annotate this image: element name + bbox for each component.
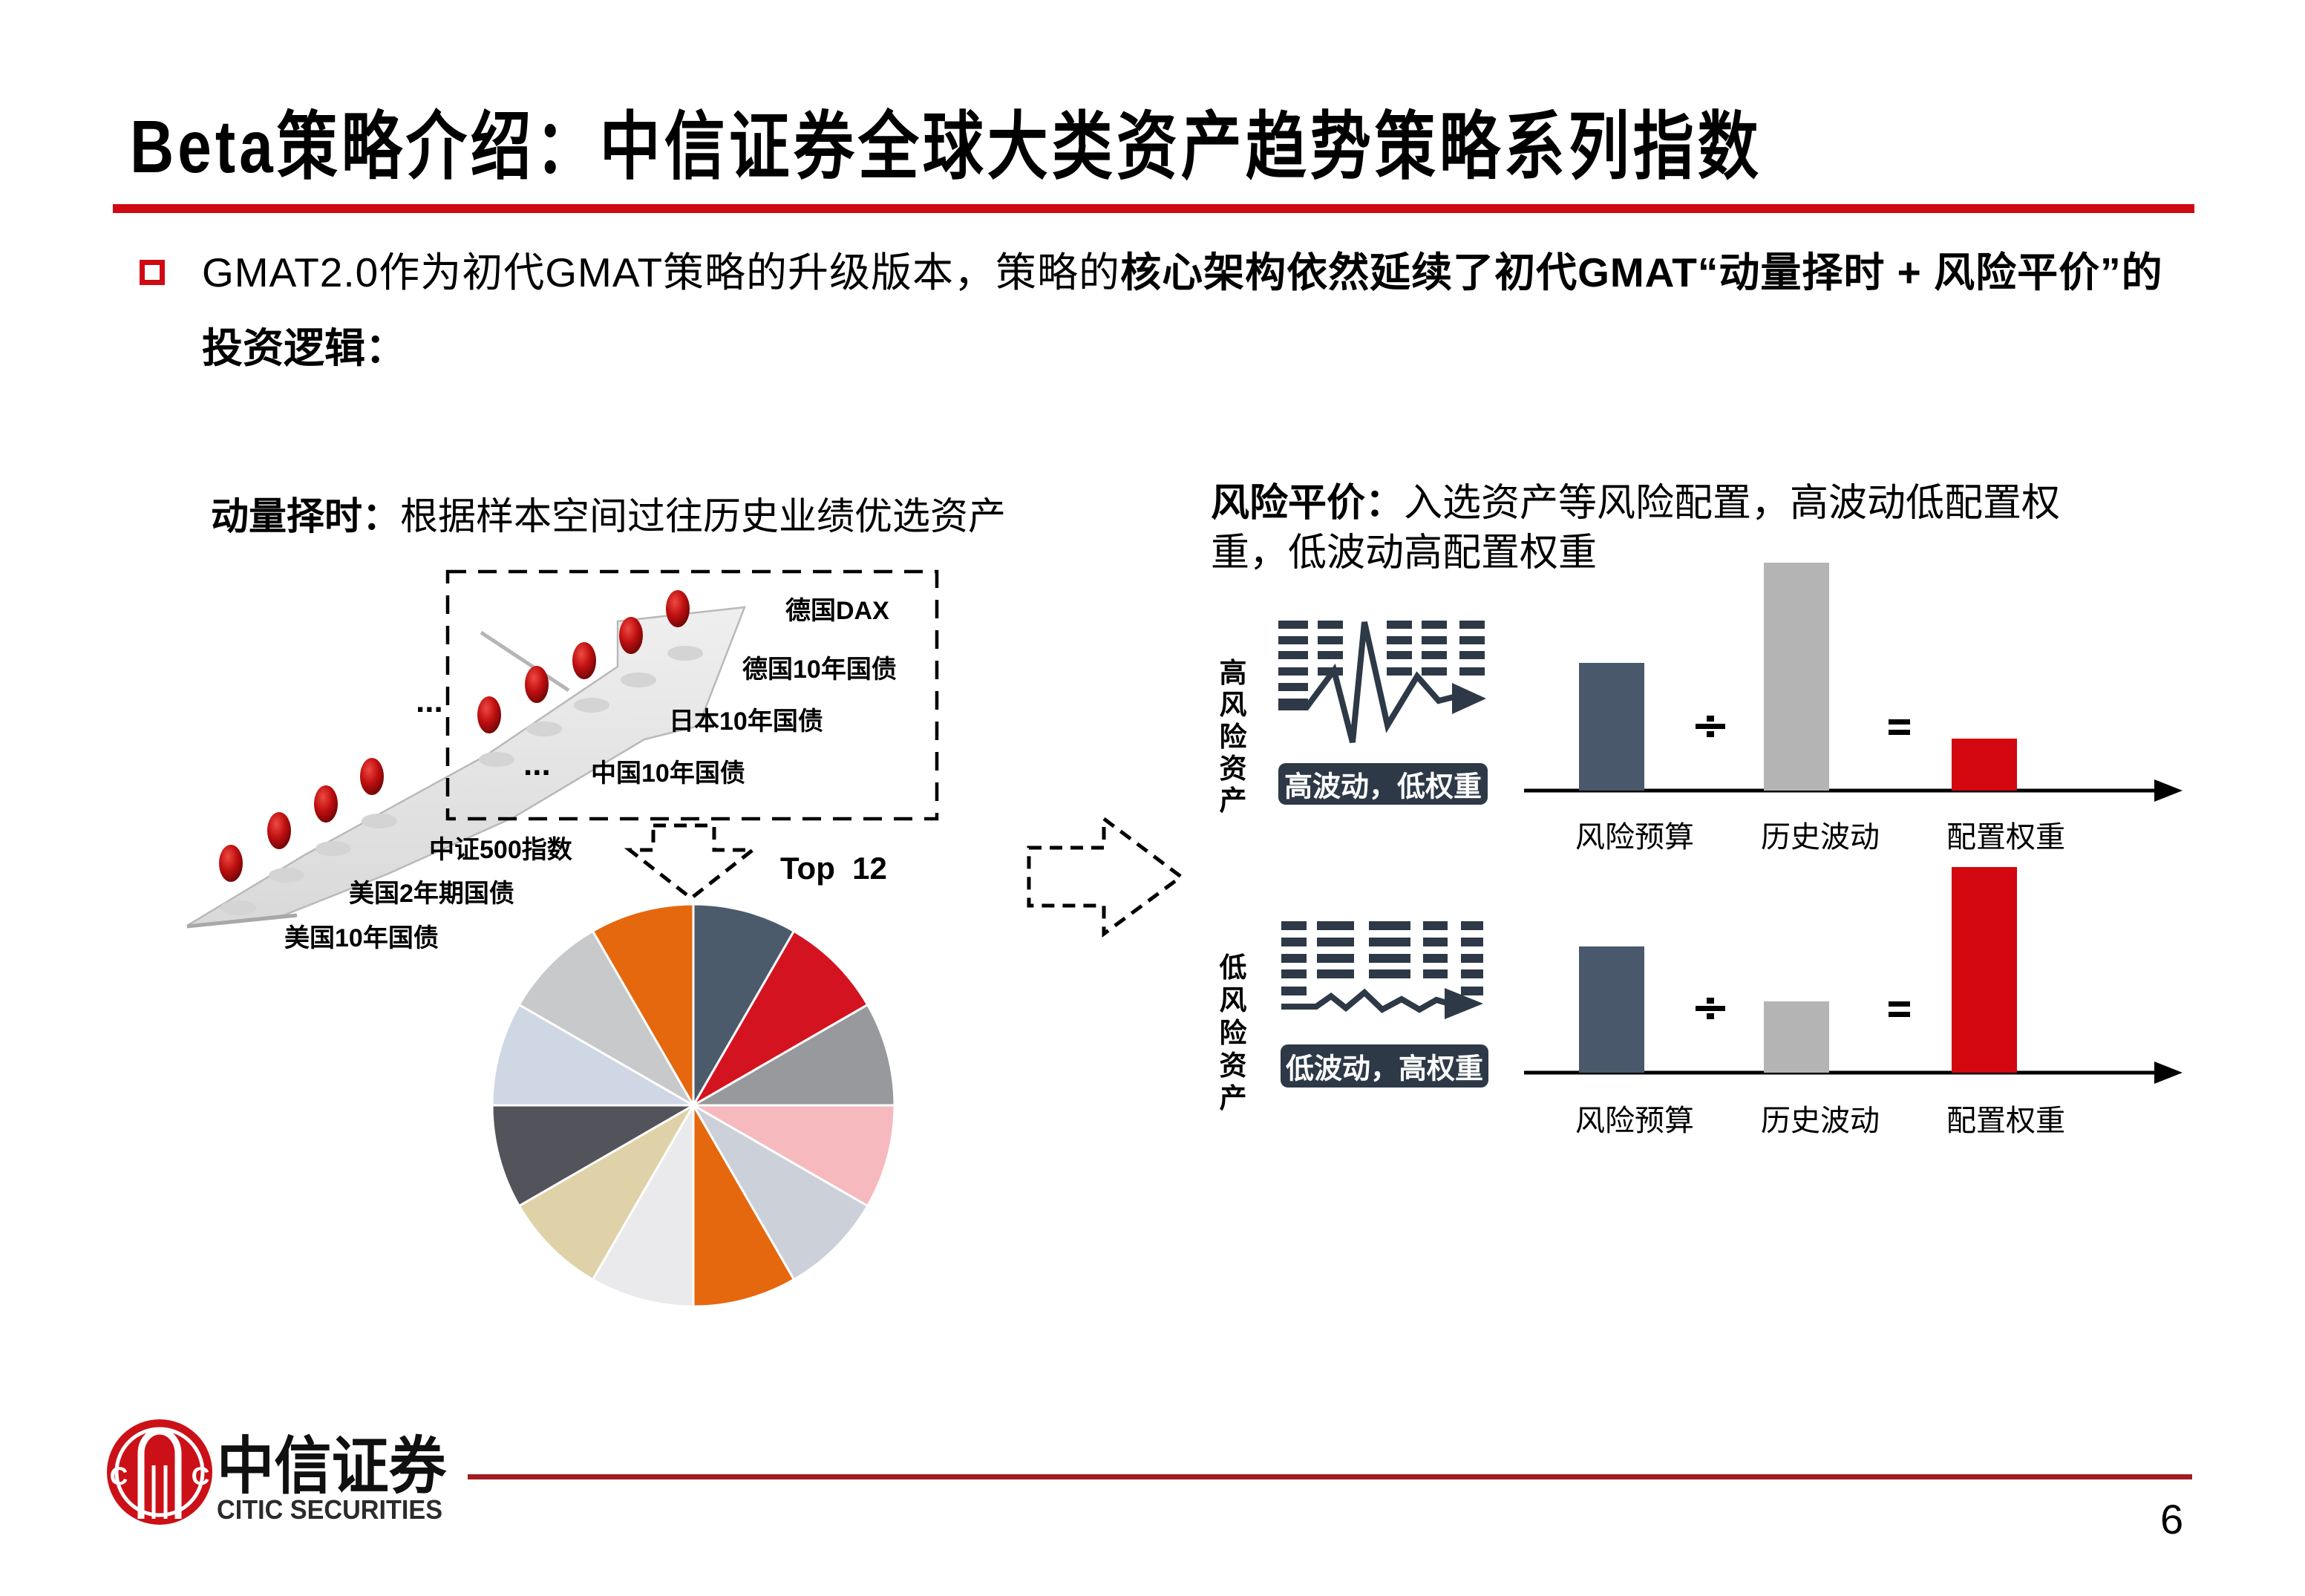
svg-text:C: C xyxy=(110,1462,128,1491)
svg-text:C: C xyxy=(192,1462,210,1491)
